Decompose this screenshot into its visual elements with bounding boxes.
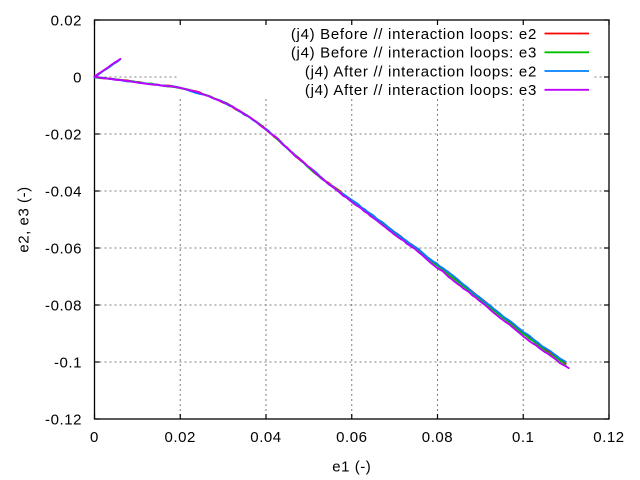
- svg-text:0.08: 0.08: [422, 429, 453, 446]
- svg-text:(j4) After // interaction loop: (j4) After // interaction loops: e2: [305, 63, 537, 80]
- svg-text:0.02: 0.02: [51, 12, 82, 29]
- svg-text:0.06: 0.06: [336, 429, 367, 446]
- svg-text:-0.02: -0.02: [45, 126, 82, 143]
- svg-text:0.04: 0.04: [250, 429, 281, 446]
- svg-text:e1 (-): e1 (-): [332, 459, 371, 476]
- svg-text:0: 0: [73, 69, 82, 86]
- svg-text:0.12: 0.12: [593, 429, 624, 446]
- svg-text:-0.12: -0.12: [45, 411, 82, 428]
- svg-text:0.1: 0.1: [512, 429, 535, 446]
- svg-text:(j4) Before // interaction loo: (j4) Before // interaction loops: e2: [291, 26, 537, 43]
- svg-text:(j4) Before // interaction loo: (j4) Before // interaction loops: e3: [291, 45, 537, 62]
- svg-text:0: 0: [90, 429, 99, 446]
- svg-text:e2, e3 (-): e2, e3 (-): [16, 186, 33, 252]
- svg-text:0.02: 0.02: [164, 429, 195, 446]
- svg-text:-0.1: -0.1: [54, 354, 82, 371]
- svg-text:-0.06: -0.06: [45, 240, 82, 257]
- svg-text:-0.08: -0.08: [45, 297, 82, 314]
- svg-text:-0.04: -0.04: [45, 183, 82, 200]
- svg-text:(j4) After // interaction loop: (j4) After // interaction loops: e3: [305, 82, 537, 99]
